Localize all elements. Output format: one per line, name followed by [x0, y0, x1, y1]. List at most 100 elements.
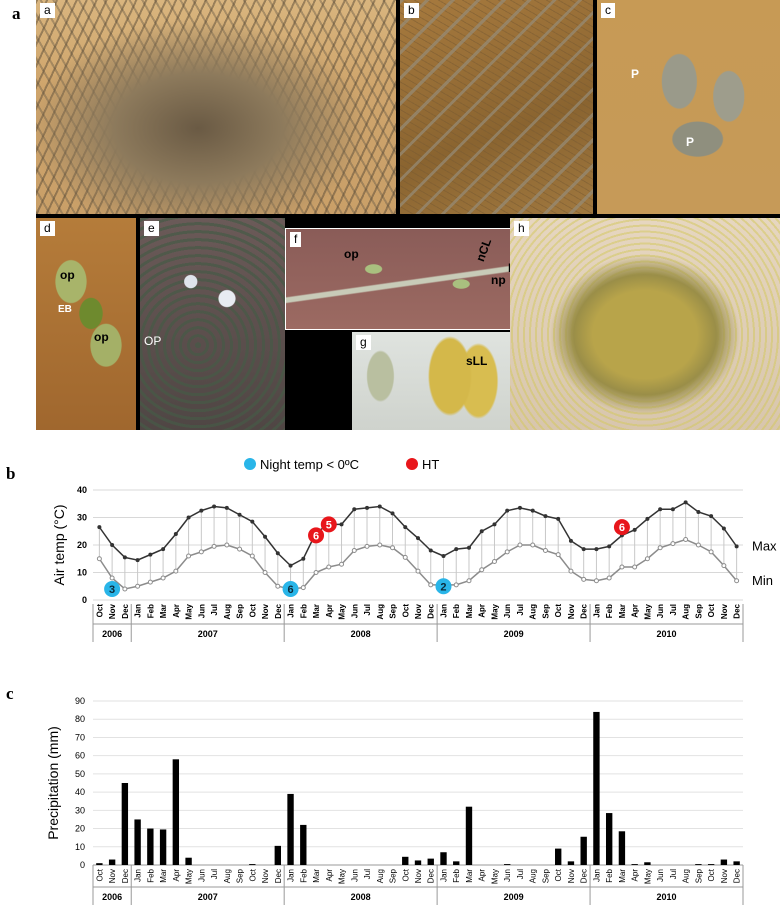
month-label: Jan [439, 869, 448, 882]
month-label: Sep [541, 868, 550, 883]
month-label: Jul [516, 869, 525, 879]
month-label: Jul [363, 869, 372, 879]
max-point [97, 525, 102, 530]
photo-a-shrub: a [36, 0, 396, 214]
precip-bar [631, 864, 638, 865]
year-label: 2008 [351, 892, 371, 902]
annotation-op-f: op [344, 247, 359, 261]
month-label: Nov [567, 869, 576, 883]
min-point [160, 575, 166, 581]
month-label: Mar [618, 604, 627, 618]
precip-bar [707, 864, 715, 865]
max-point [403, 525, 408, 530]
y-tick-label: 20 [77, 540, 87, 550]
precip-bar [147, 828, 154, 865]
month-label: Jan [134, 604, 143, 618]
month-label: Oct [554, 604, 563, 618]
temperature-chart: Night temp < 0ºC HT 0 10 20 30 40 Air temp (°C)… [51, 457, 777, 642]
marker-ht [320, 516, 337, 533]
month-label: Sep [541, 604, 550, 619]
precip-bar [465, 806, 473, 865]
precip-bar [618, 831, 626, 865]
max-point [492, 522, 497, 527]
month-label: Aug [376, 869, 385, 883]
marker-ht [308, 527, 325, 544]
annotation-np: np [491, 273, 506, 287]
annotation-eb: EB [58, 304, 72, 315]
month-label: Jun [503, 604, 512, 618]
photo-e-flowers: e OP [140, 218, 285, 430]
year-label: 2007 [198, 892, 218, 902]
precip-bar [644, 862, 651, 865]
month-label: Nov [414, 603, 423, 619]
photo-panel: a b c P P d op EB op e OP f op nCL LL np… [36, 0, 780, 430]
max-point [607, 544, 612, 549]
max-point [466, 545, 471, 550]
month-label: Jul [210, 869, 219, 879]
month-label: Dec [121, 869, 130, 883]
series-label-min: Min [752, 573, 773, 588]
photo-label-h: h [514, 221, 529, 236]
max-point [709, 514, 714, 519]
month-label: Jun [350, 604, 359, 618]
min-point [657, 545, 663, 551]
month-label: Apr [631, 604, 640, 618]
month-label: Mar [465, 869, 474, 883]
month-label: Feb [299, 604, 308, 618]
precip-bar [287, 793, 294, 865]
max-point [250, 519, 255, 524]
max-point [288, 563, 293, 568]
min-point [606, 575, 612, 581]
month-label: Oct [554, 868, 563, 881]
month-label: Feb [146, 868, 155, 882]
max-point [301, 556, 306, 561]
month-label: Jan [287, 869, 296, 882]
min-point [198, 549, 204, 555]
month-label: Oct [401, 604, 410, 618]
min-point [339, 561, 345, 567]
month-label: Nov [567, 603, 576, 619]
max-point [263, 534, 268, 539]
min-point [96, 556, 102, 562]
y-axis-label: Air temp (°C) [51, 504, 67, 585]
month-label: Dec [274, 869, 283, 883]
min-point [364, 543, 370, 549]
month-label: Nov [720, 869, 729, 883]
max-point [135, 558, 140, 563]
month-label: Mar [465, 604, 474, 618]
month-label: May [338, 869, 347, 884]
min-point [708, 549, 714, 555]
month-label: Apr [478, 869, 487, 882]
precip-bar [733, 861, 740, 865]
month-label: Dec [580, 869, 589, 883]
photo-d-buds: d op EB op [36, 218, 136, 430]
y-tick-label: 80 [75, 714, 85, 724]
month-label: Apr [631, 869, 640, 882]
min-point [186, 553, 192, 559]
month-label: Apr [172, 869, 181, 882]
max-point [237, 512, 242, 517]
month-label: Aug [682, 869, 691, 883]
month-label: Oct [95, 868, 104, 881]
legend-night-label: Night temp < 0ºC [260, 457, 359, 472]
month-label: Jul [669, 869, 678, 879]
photo-label-f: f [290, 232, 302, 247]
month-label: Mar [159, 869, 168, 883]
y-axis-label: Precipitation (mm) [45, 726, 61, 840]
year-label: 2010 [657, 629, 677, 639]
month-label: Nov [414, 869, 423, 883]
month-label: Sep [694, 868, 703, 883]
month-label: Feb [452, 604, 461, 618]
precip-bar [300, 824, 307, 865]
min-point [300, 585, 306, 591]
max-point [594, 547, 599, 552]
month-label: Jan [592, 869, 601, 882]
month-label: Jul [516, 604, 525, 616]
max-point [173, 532, 178, 536]
precip-bar [567, 861, 575, 865]
month-label: May [490, 603, 499, 619]
month-label: Aug [223, 604, 232, 620]
max-point [186, 515, 191, 520]
min-point [555, 552, 561, 558]
y-tick-label: 40 [77, 485, 87, 495]
